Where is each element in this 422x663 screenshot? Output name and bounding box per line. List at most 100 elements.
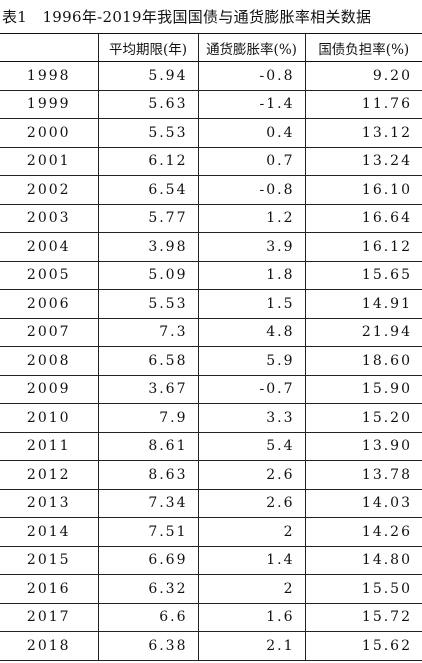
value-cell: 6.58 bbox=[97, 346, 198, 376]
value-cell: 2 bbox=[197, 574, 305, 604]
value-cell: 5.4 bbox=[197, 432, 305, 461]
value-cell: 4.8 bbox=[197, 318, 305, 347]
value-cell: -1.4 bbox=[197, 90, 305, 119]
value-cell: 18.60 bbox=[304, 346, 422, 376]
table-row: 2008 6.58 5.9 18.60 bbox=[0, 346, 422, 376]
value-cell: 1.6 bbox=[197, 603, 305, 632]
value-cell: 7.9 bbox=[97, 403, 198, 433]
value-cell: 2.6 bbox=[197, 489, 305, 518]
year-cell: 2008 bbox=[0, 346, 98, 376]
table-row: 2011 8.61 5.4 13.90 bbox=[0, 432, 422, 461]
value-cell: 13.78 bbox=[304, 460, 422, 490]
value-cell: 15.20 bbox=[304, 403, 422, 433]
value-cell: 14.91 bbox=[304, 289, 422, 319]
value-cell: 6.32 bbox=[97, 574, 198, 604]
year-cell: 2012 bbox=[0, 460, 98, 490]
value-cell: 6.6 bbox=[97, 603, 198, 632]
value-cell: 6.38 bbox=[97, 631, 198, 661]
value-cell: 3.98 bbox=[97, 232, 198, 262]
table-row: 2018 6.38 2.1 15.62 bbox=[0, 631, 422, 661]
value-cell: 15.90 bbox=[304, 375, 422, 404]
value-cell: 1.5 bbox=[197, 289, 305, 319]
value-cell: -0.8 bbox=[197, 61, 305, 91]
value-cell: 11.76 bbox=[304, 90, 422, 119]
value-cell: -0.8 bbox=[197, 175, 305, 205]
year-cell: 2011 bbox=[0, 432, 98, 461]
value-cell: 1.8 bbox=[197, 261, 305, 290]
value-cell: 5.09 bbox=[97, 261, 198, 290]
table-row: 2006 5.53 1.5 14.91 bbox=[0, 289, 422, 319]
value-cell: 0.7 bbox=[197, 147, 305, 176]
value-cell: 1.2 bbox=[197, 204, 305, 233]
value-cell: 13.24 bbox=[304, 147, 422, 176]
table-row: 2017 6.6 1.6 15.72 bbox=[0, 603, 422, 632]
value-cell: 3.67 bbox=[97, 375, 198, 404]
value-cell: 15.65 bbox=[304, 261, 422, 290]
table-row: 2016 6.32 2 15.50 bbox=[0, 574, 422, 604]
table-body: 平均期限(年) 通货膨胀率(%) 国债负担率(%) 1998 5.94 -0.8 9.20 1… bbox=[0, 33, 422, 661]
value-cell: -0.7 bbox=[197, 375, 305, 404]
table-row: 2007 7.3 4.8 21.94 bbox=[0, 318, 422, 347]
value-cell: 2 bbox=[197, 517, 305, 547]
value-cell: 2.6 bbox=[197, 460, 305, 490]
year-cell: 2001 bbox=[0, 147, 98, 176]
header-cell: 通货膨胀率(%) bbox=[197, 33, 305, 62]
table-row: 2002 6.54 -0.8 16.10 bbox=[0, 175, 422, 205]
year-cell: 2000 bbox=[0, 118, 98, 148]
year-cell: 2005 bbox=[0, 261, 98, 290]
value-cell: 15.72 bbox=[304, 603, 422, 632]
value-cell: 5.63 bbox=[97, 90, 198, 119]
table-row: 2004 3.98 3.9 16.12 bbox=[0, 232, 422, 262]
year-cell: 1999 bbox=[0, 90, 98, 119]
table-row: 2015 6.69 1.4 14.80 bbox=[0, 546, 422, 575]
value-cell: 9.20 bbox=[304, 61, 422, 91]
table-row: 1998 5.94 -0.8 9.20 bbox=[0, 61, 422, 91]
table-row: 2013 7.34 2.6 14.03 bbox=[0, 489, 422, 518]
value-cell: 8.63 bbox=[97, 460, 198, 490]
table-row: 1999 5.63 -1.4 11.76 bbox=[0, 90, 422, 119]
value-cell: 5.53 bbox=[97, 118, 198, 148]
year-cell: 1998 bbox=[0, 61, 98, 91]
value-cell: 1.4 bbox=[197, 546, 305, 575]
table-row: 2000 5.53 0.4 13.12 bbox=[0, 118, 422, 148]
year-cell: 2002 bbox=[0, 175, 98, 205]
year-cell: 2014 bbox=[0, 517, 98, 547]
value-cell: 6.54 bbox=[97, 175, 198, 205]
value-cell: 15.62 bbox=[304, 631, 422, 661]
value-cell: 6.69 bbox=[97, 546, 198, 575]
value-cell: 16.64 bbox=[304, 204, 422, 233]
value-cell: 0.4 bbox=[197, 118, 305, 148]
value-cell: 16.10 bbox=[304, 175, 422, 205]
value-cell: 7.3 bbox=[97, 318, 198, 347]
year-cell: 2013 bbox=[0, 489, 98, 518]
year-cell: 2017 bbox=[0, 603, 98, 632]
table-row: 2005 5.09 1.8 15.65 bbox=[0, 261, 422, 290]
header-cell bbox=[0, 33, 98, 62]
value-cell: 8.61 bbox=[97, 432, 198, 461]
value-cell: 21.94 bbox=[304, 318, 422, 347]
value-cell: 5.77 bbox=[97, 204, 198, 233]
table-row: 2012 8.63 2.6 13.78 bbox=[0, 460, 422, 490]
value-cell: 6.12 bbox=[97, 147, 198, 176]
year-cell: 2003 bbox=[0, 204, 98, 233]
year-cell: 2010 bbox=[0, 403, 98, 433]
value-cell: 7.34 bbox=[97, 489, 198, 518]
year-cell: 2004 bbox=[0, 232, 98, 262]
value-cell: 3.3 bbox=[197, 403, 305, 433]
table-title: 表1 1996年-2019年我国国债与通货膨胀率相关数据 bbox=[2, 8, 372, 26]
header-cell: 平均期限(年) bbox=[97, 33, 198, 62]
year-cell: 2006 bbox=[0, 289, 98, 319]
value-cell: 5.9 bbox=[197, 346, 305, 376]
value-cell: 2.1 bbox=[197, 631, 305, 661]
value-cell: 14.80 bbox=[304, 546, 422, 575]
value-cell: 15.50 bbox=[304, 574, 422, 604]
value-cell: 16.12 bbox=[304, 232, 422, 262]
table-row: 2014 7.51 2 14.26 bbox=[0, 517, 422, 547]
value-cell: 13.90 bbox=[304, 432, 422, 461]
year-cell: 2007 bbox=[0, 318, 98, 347]
value-cell: 3.9 bbox=[197, 232, 305, 262]
table-row: 2010 7.9 3.3 15.20 bbox=[0, 403, 422, 433]
year-cell: 2016 bbox=[0, 574, 98, 604]
table-row: 2009 3.67 -0.7 15.90 bbox=[0, 375, 422, 404]
